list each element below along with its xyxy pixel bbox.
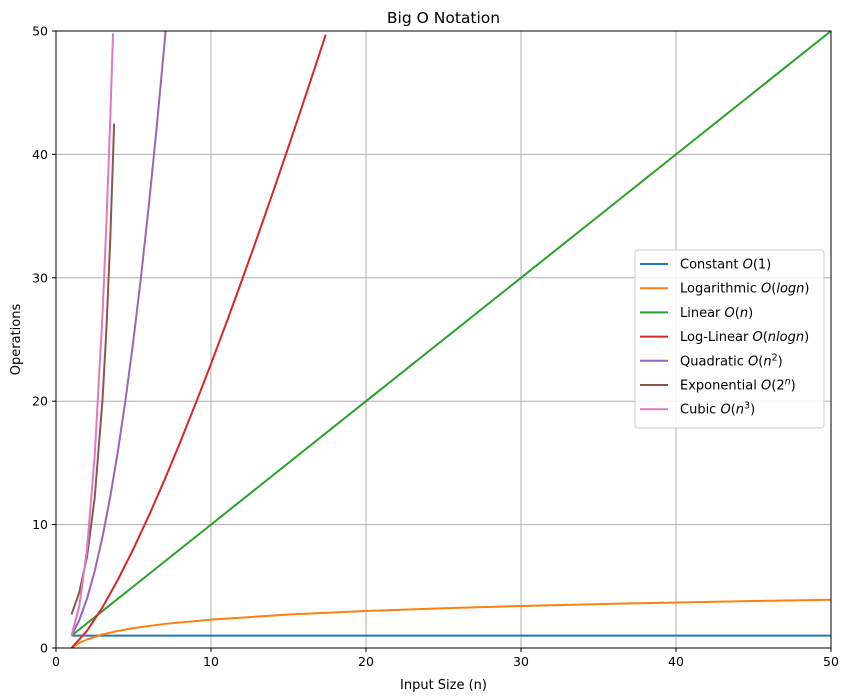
x-tick-label: 20 xyxy=(358,654,374,669)
y-tick-label: 20 xyxy=(32,394,48,409)
y-tick-label: 50 xyxy=(32,24,48,39)
y-tick-label: 40 xyxy=(32,147,48,162)
y-tick-label: 30 xyxy=(32,270,48,285)
y-axis-label: Operations xyxy=(9,304,24,376)
legend-entry-4: Quadratic O(n2) xyxy=(680,352,783,369)
legend: Constant O(1) Logarithmic O(logn) Linear O… xyxy=(634,249,825,429)
legend-entry-2: Linear O(n) xyxy=(680,306,753,321)
legend-entry-0: Constant O(1) xyxy=(680,258,771,273)
y-tick-label: 0 xyxy=(40,641,48,656)
axis-ticks xyxy=(52,30,832,652)
series-line-4 xyxy=(70,31,167,637)
legend-entry-6: Cubic O(n3) xyxy=(680,401,755,418)
series-line-1 xyxy=(70,598,831,648)
x-axis-label: Input Size (n) xyxy=(400,678,487,693)
x-tick-label: 40 xyxy=(668,654,684,669)
legend-entry-5: Exponential O(2n) xyxy=(680,377,796,394)
series-layer xyxy=(70,31,831,648)
x-tick-label: 30 xyxy=(513,654,529,669)
x-tick-label: 10 xyxy=(203,654,219,669)
plot-area-frame xyxy=(55,30,832,649)
legend-box xyxy=(634,249,825,429)
y-tick-label: 10 xyxy=(32,517,48,532)
legend-entry-3: Log-Linear O(nlogn) xyxy=(680,330,809,345)
legend-entry-1: Logarithmic O(logn) xyxy=(680,282,810,297)
series-line-3 xyxy=(70,34,327,648)
series-line-5 xyxy=(70,123,116,615)
x-tick-label: 50 xyxy=(823,654,839,669)
series-line-6 xyxy=(70,33,115,636)
chart-title: Big O Notation xyxy=(387,9,500,27)
x-tick-label: 0 xyxy=(52,654,60,669)
series-line-2 xyxy=(70,31,831,637)
